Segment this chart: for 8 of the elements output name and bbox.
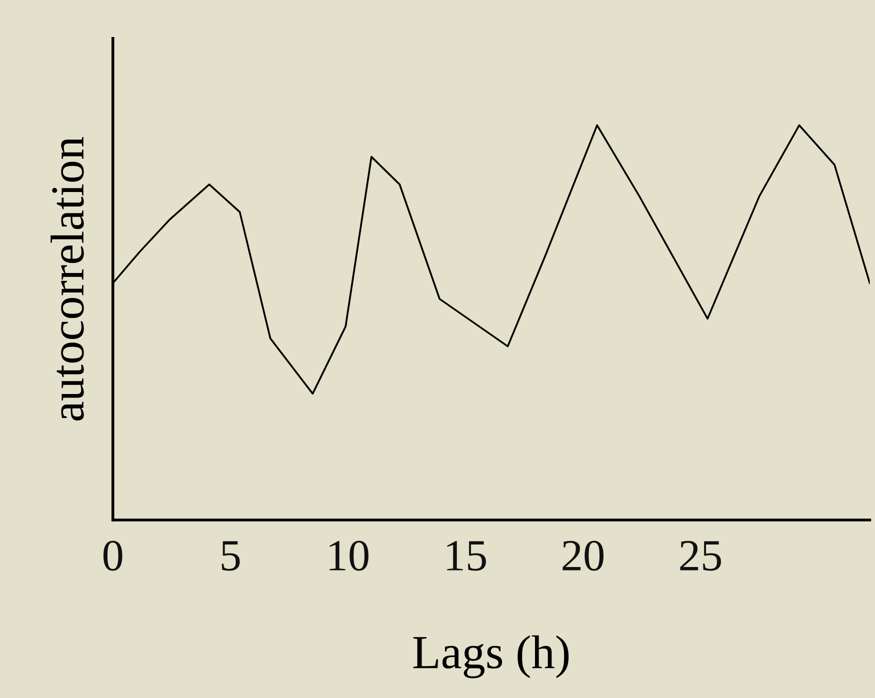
x-tick-label: 25	[680, 540, 721, 571]
x-tick-label: 15	[447, 540, 486, 571]
x-tick-label: 20	[562, 540, 604, 571]
x-tick-label: 0	[103, 540, 122, 571]
x-axis-title: Lags (h)	[413, 635, 569, 678]
x-tick-label: 5	[222, 541, 240, 571]
y-axis-title: autocorrelation	[50, 137, 84, 420]
x-tick-label: 10	[330, 540, 368, 571]
